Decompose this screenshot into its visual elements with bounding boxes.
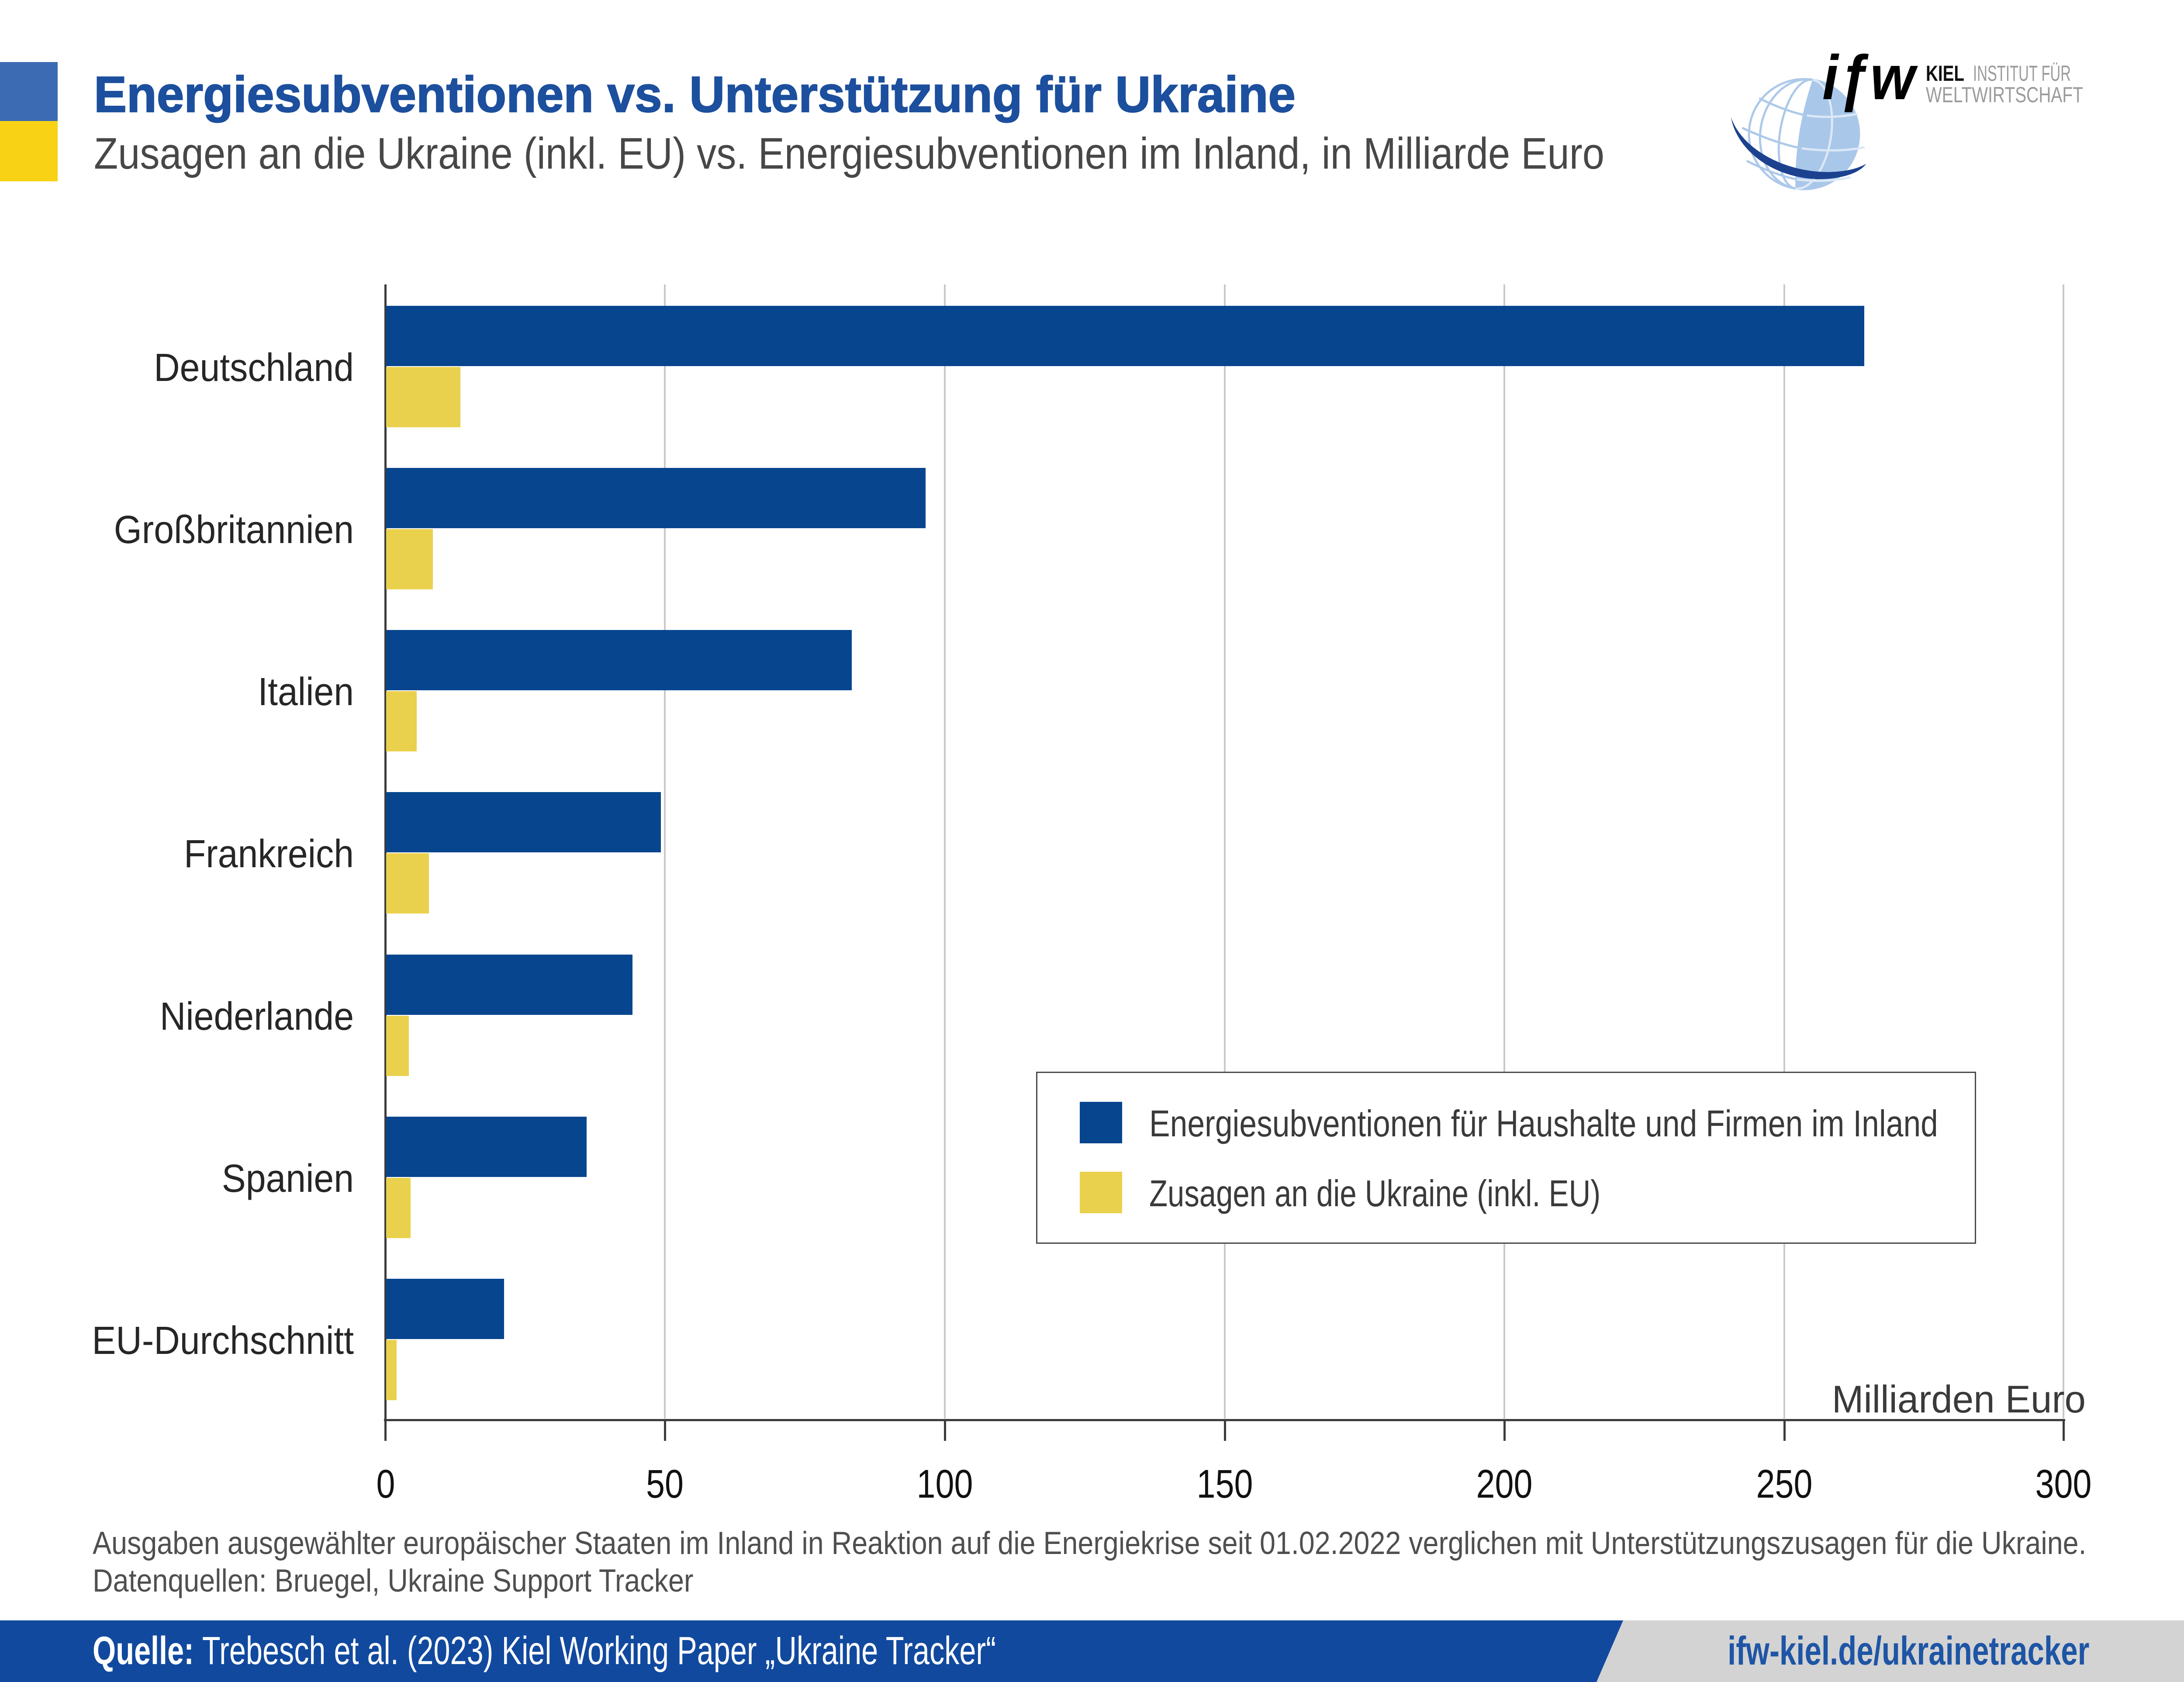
svg-text:iƒw: iƒw [1822, 42, 1918, 113]
svg-text:WELTWIRTSCHAFT: WELTWIRTSCHAFT [1926, 83, 2083, 107]
svg-text:INSTITUT FÜR: INSTITUT FÜR [1973, 61, 2071, 86]
svg-text:KIEL: KIEL [1926, 61, 1964, 86]
